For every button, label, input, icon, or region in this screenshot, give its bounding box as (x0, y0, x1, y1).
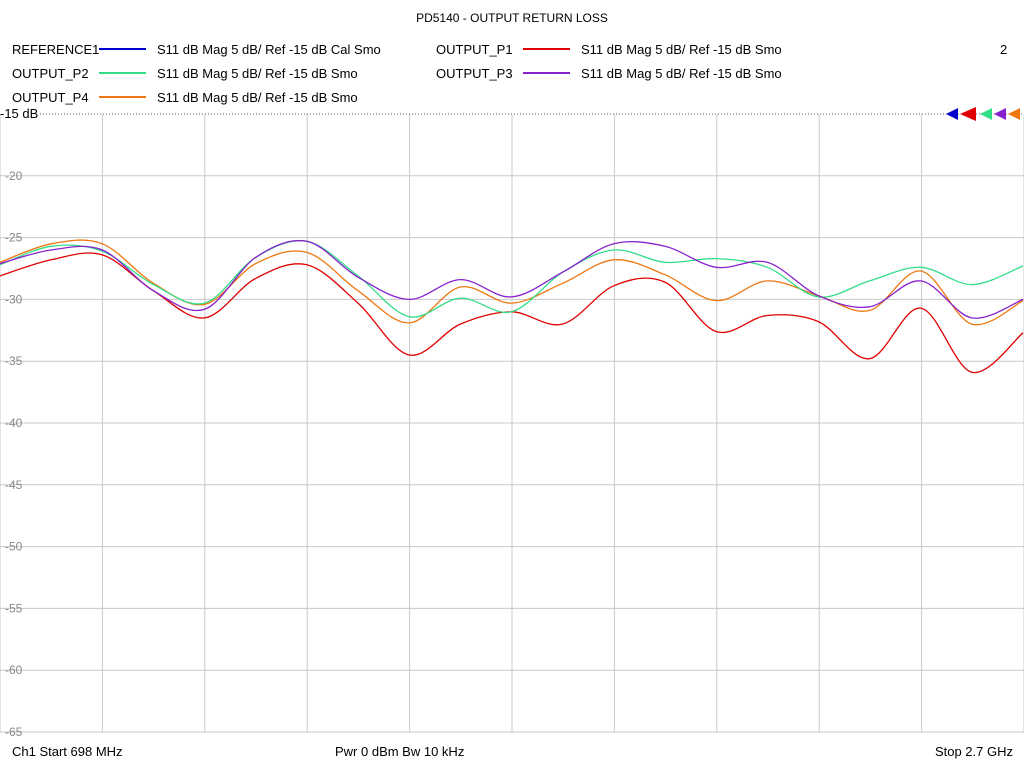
traces (0, 239, 1024, 373)
chart-title: PD5140 - OUTPUT RETURN LOSS (416, 11, 608, 25)
legend-swatch (99, 72, 146, 74)
y-tick-label: -25 (5, 231, 23, 245)
legend-trace-description: S11 dB Mag 5 dB/ Ref -15 dB Smo (581, 42, 782, 57)
trace-marker-output-p4[interactable] (1008, 108, 1020, 120)
trace-output-p2 (0, 240, 1024, 318)
legend-trace-name: REFERENCE1 (12, 42, 100, 57)
legend-swatch (99, 96, 146, 98)
legend-trace-description: S11 dB Mag 5 dB/ Ref -15 dB Cal Smo (157, 42, 381, 57)
y-tick-label: -15 dB (0, 106, 38, 121)
trace-marker-reference1[interactable] (946, 108, 958, 120)
y-tick-label: -45 (5, 478, 23, 492)
legend-swatch (99, 48, 146, 50)
legend-trace-name: OUTPUT_P1 (436, 42, 513, 57)
y-axis-tick-labels: -15 dB -20 -25 -30 -35 -40 -45 -50 -55 -60 -65 (0, 106, 38, 739)
legend-trace-description: S11 dB Mag 5 dB/ Ref -15 dB Smo (581, 66, 782, 81)
legend-swatch (523, 48, 570, 50)
trace-marker-output-p3[interactable] (994, 108, 1006, 120)
trace-marker-output-p2[interactable] (980, 108, 992, 120)
y-tick-label: -35 (5, 354, 23, 368)
trace-output-p1 (0, 252, 1024, 373)
footer-start: Ch1 Start 698 MHz (12, 744, 123, 759)
y-tick-label: -55 (5, 601, 23, 615)
trace-marker-output-p1[interactable] (960, 107, 976, 121)
legend-trace-description: S11 dB Mag 5 dB/ Ref -15 dB Smo (157, 66, 358, 81)
y-tick-label: -50 (5, 540, 23, 554)
y-tick-label: -60 (5, 663, 23, 677)
y-tick-label: -65 (5, 725, 23, 739)
legend-trace-description: S11 dB Mag 5 dB/ Ref -15 dB Smo (157, 90, 358, 105)
legend-trace-name: OUTPUT_P3 (436, 66, 513, 81)
y-tick-label: -40 (5, 416, 23, 430)
footer-power-bandwidth: Pwr 0 dBm Bw 10 kHz (335, 744, 465, 759)
footer-stop: Stop 2.7 GHz (934, 744, 1013, 759)
legend-swatch (523, 72, 570, 74)
channel-number: 2 (1000, 42, 1008, 57)
legend-trace-name: OUTPUT_P4 (12, 90, 89, 105)
y-tick-label: -30 (5, 292, 23, 306)
trace-markers (946, 107, 1020, 121)
y-tick-label: -20 (5, 169, 23, 183)
grid (0, 113, 1024, 733)
trace-output-p3 (0, 239, 1024, 319)
legend-trace-name: OUTPUT_P2 (12, 66, 89, 81)
